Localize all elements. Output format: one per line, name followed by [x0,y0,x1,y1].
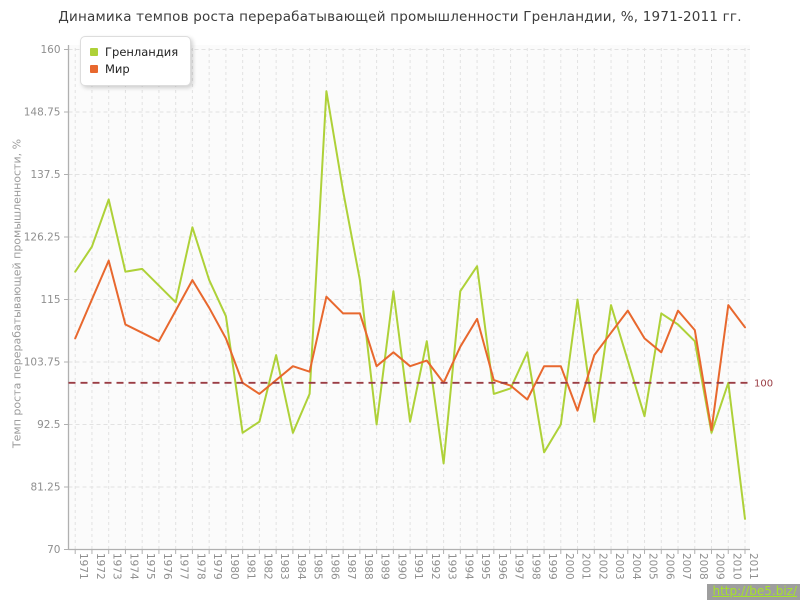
y-tick-label: 81.25 [30,482,60,494]
x-tick-label: 2009 [714,553,726,580]
x-tick-labels: 1971 1972 1973 1974 1975 1976 1977 1978 1979 1980… [77,553,759,580]
y-tick-label: 160 [40,44,60,56]
x-tick-label: 1988 [362,553,374,580]
x-tick-label: 1972 [94,553,106,580]
axes [64,45,750,554]
x-tick-label: 1987 [345,553,357,580]
x-tick-label: 1989 [379,553,391,580]
x-tick-label: 1974 [127,553,139,580]
y-tick-label: 103.75 [24,357,61,369]
x-tick-label: 1973 [111,553,123,580]
x-tick-label: 2010 [730,553,742,580]
y-tick-label: 126.25 [24,232,61,244]
legend-label-grenlandiya: Гренландия [105,45,179,59]
x-tick-label: 1993 [446,553,458,580]
chart-title: Динамика темпов роста перерабатывающей п… [58,9,742,25]
x-tick-label: 2008 [697,553,709,580]
x-tick-label: 2002 [596,553,608,580]
x-tick-label: 1996 [496,553,508,580]
x-tick-label: 1994 [462,553,474,580]
y-tick-labels: 70 81.25 92.5 103.75 115 126.25 137.5 148.75 160 [24,44,61,556]
x-tick-label: 1991 [412,553,424,580]
x-tick-label: 2003 [613,553,625,580]
y-tick-label: 92.5 [37,419,60,431]
y-tick-label: 148.75 [24,107,61,119]
x-tick-label: 1986 [328,553,340,580]
x-tick-label: 2001 [580,553,592,580]
x-tick-label: 1985 [312,553,324,580]
legend-label-mir: Мир [105,62,130,76]
x-tick-label: 1971 [77,553,89,580]
x-tick-label: 1977 [178,553,190,580]
y-tick-label: 137.5 [30,169,60,181]
x-tick-label: 1995 [479,553,491,580]
x-tick-label: 2011 [747,553,759,580]
reference-line-label: 100 [754,378,773,389]
x-tick-label: 1975 [144,553,156,580]
legend-item-mir[interactable]: Мир [90,62,178,76]
legend-item-grenlandiya[interactable]: Гренландия [90,45,178,59]
x-tick-label: 1992 [429,553,441,580]
mir-swatch-icon [90,65,98,73]
x-tick-label: 2006 [663,553,675,580]
x-tick-label: 1999 [546,553,558,580]
x-tick-label: 1980 [228,553,240,580]
x-tick-label: 1997 [513,553,525,580]
x-tick-label: 1998 [529,553,541,580]
x-tick-label: 1990 [395,553,407,580]
watermark-link[interactable]: http://be5.biz/ [707,584,800,600]
series-line-grenlandiya[interactable] [74,90,746,520]
x-tick-label: 1979 [211,553,223,580]
x-tick-label: 1976 [161,553,173,580]
x-tick-label: 1982 [261,553,273,580]
x-tick-label: 2005 [647,553,659,580]
x-tick-label: 2007 [680,553,692,580]
y-tick-label: 70 [47,544,60,556]
grenlandiya-swatch-icon [90,48,98,56]
x-tick-label: 1983 [278,553,290,580]
x-tick-label: 1978 [194,553,206,580]
x-tick-label: 2000 [563,553,575,580]
legend-box: Гренландия Мир [80,36,192,86]
y-tick-label: 115 [40,294,60,306]
x-tick-label: 1981 [245,553,257,580]
x-tick-label: 1984 [295,553,307,580]
series-line-mir[interactable] [74,259,746,432]
x-tick-label: 2004 [630,553,642,580]
